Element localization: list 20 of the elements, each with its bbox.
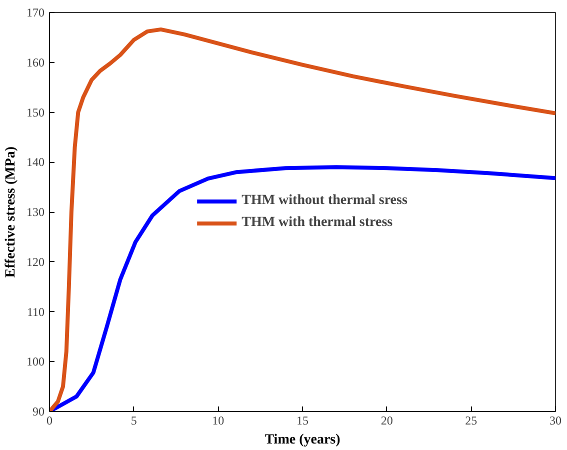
x-tick-label: 20 (380, 414, 393, 428)
y-tick-label: 120 (26, 254, 44, 269)
x-axis-title: Time (years) (264, 432, 341, 448)
x-tick-label: 25 (465, 414, 478, 428)
x-tick-label: 0 (46, 414, 52, 428)
y-tick-label: 170 (26, 6, 44, 20)
y-tick-label: 90 (32, 404, 44, 418)
x-tick-label: 30 (550, 414, 562, 428)
y-tick-label: 110 (26, 304, 45, 319)
y-tick-label: 100 (26, 354, 44, 369)
y-tick-label: 150 (26, 105, 44, 120)
y-tick-label: 130 (26, 205, 44, 219)
x-tick-label: 10 (212, 414, 224, 428)
x-tick-label: 5 (130, 414, 137, 428)
y-axis-title: Effective stress (MPa) (4, 146, 18, 278)
legend-label: THM with thermal stress (242, 214, 393, 230)
x-tick-label: 15 (296, 414, 308, 428)
y-tick-label: 160 (26, 55, 44, 70)
y-tick-label: 140 (26, 155, 44, 170)
legend-label: THM without thermal sress (242, 192, 408, 208)
